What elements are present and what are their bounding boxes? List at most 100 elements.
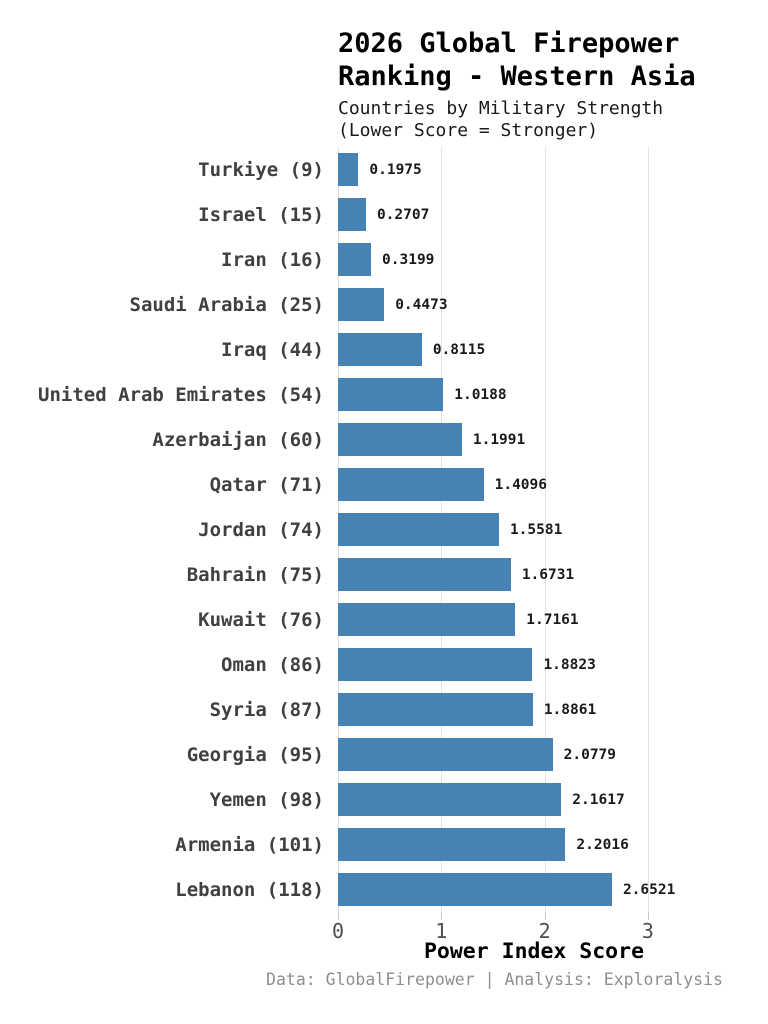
bar [338,648,533,681]
country-label: Syria (87) [209,698,324,721]
bar-row: Syria (87) 1.8861 [0,687,768,732]
chart-header: 2026 Global Firepower Ranking - Western … [338,27,696,142]
bar-row: Bahrain (75) 1.6731 [0,552,768,597]
country-label: Lebanon (118) [175,878,324,901]
bar-row: Armenia (101) 2.2016 [0,822,768,867]
bar-row: Qatar (71) 1.4096 [0,462,768,507]
bar-row: Yemen (98) 2.1617 [0,777,768,822]
x-tick-label: 2 [538,919,551,943]
bar-value-label: 1.8823 [543,656,596,673]
gridline [647,147,649,912]
chart-subtitle: Countries by Military Strength (Lower Sc… [338,98,696,142]
bar [338,558,511,591]
bar-track: 0.8115 [338,333,768,366]
bar [338,198,366,231]
bar-value-label: 2.6521 [622,881,676,898]
bar-track: 0.2707 [338,198,768,231]
bar-value-label: 0.2707 [376,206,430,223]
country-label: Kuwait (76) [198,608,324,631]
bar-track: 2.6521 [338,873,768,906]
country-label: Bahrain (75) [186,563,324,586]
chart-subtitle-line-1: Countries by Military Strength [338,98,664,119]
bar-value-label: 1.1991 [472,431,526,448]
country-label: Oman (86) [221,653,324,676]
country-label: Yemen (98) [209,788,324,811]
bar-value-label: 0.8115 [432,341,486,358]
chart-title-line-2: Ranking - Western Asia [338,61,696,92]
country-label: Azerbaijan (60) [152,428,324,451]
bar-value-label: 2.2016 [576,836,629,853]
country-label: United Arab Emirates (54) [38,383,324,406]
bar [338,378,444,411]
x-tick-label: 1 [435,919,448,943]
bar-value-label: 0.3199 [382,251,435,268]
bar [338,468,484,501]
bar-track: 2.1617 [338,783,768,816]
bar-track: 1.6731 [338,558,768,591]
bar-value-label: 2.0779 [563,746,617,763]
tick-mark [647,912,649,920]
bar [338,288,385,321]
bar [338,333,422,366]
bar-track: 1.4096 [338,468,768,501]
bar-row: Azerbaijan (60) 1.1991 [0,417,768,462]
plot-area: Turkiye (9) 0.1975 Israel (15) 0.2707 Ir… [0,147,768,920]
tick-mark [544,912,546,920]
bar-track: 1.8861 [338,693,768,726]
bar-row: Lebanon (118) 2.6521 [0,867,768,912]
country-label: Saudi Arabia (25) [129,293,324,316]
bar [338,783,562,816]
bar-track: 0.1975 [338,153,768,186]
bar [338,423,462,456]
bar-row: Jordan (74) 1.5581 [0,507,768,552]
bar-track: 1.7161 [338,603,768,636]
attribution-footer: Data: GlobalFirepower | Analysis: Explor… [266,970,723,989]
bar [338,513,499,546]
gridline [544,147,546,912]
bar-value-label: 1.6731 [521,566,575,583]
chart-subtitle-line-2: (Lower Score = Stronger) [338,120,599,141]
bar [338,873,612,906]
bar [338,153,359,186]
x-tick-label: 0 [331,919,345,943]
bar-value-label: 1.7161 [526,611,579,628]
country-label: Georgia (95) [186,743,324,766]
bar-value-label: 1.5581 [509,521,563,538]
tick-mark [441,912,443,920]
bar [338,828,566,861]
bar-value-label: 1.8861 [543,701,597,718]
bar-value-label: 1.4096 [494,476,547,493]
country-label: Iran (16) [221,248,324,271]
bar-row: Iran (16) 0.3199 [0,237,768,282]
bar-row: Israel (15) 0.2707 [0,192,768,237]
bar-value-label: 1.0188 [454,386,507,403]
country-label: Armenia (101) [175,833,324,856]
bar-track: 2.2016 [338,828,768,861]
country-label: Qatar (71) [209,473,324,496]
bar-row: Kuwait (76) 1.7161 [0,597,768,642]
bar-value-label: 0.4473 [395,296,448,313]
bar-track: 0.3199 [338,243,768,276]
bar [338,693,533,726]
x-axis-label: Power Index Score [423,939,645,964]
bar-row: Oman (86) 1.8823 [0,642,768,687]
bar-track: 1.5581 [338,513,768,546]
country-label: Turkiye (9) [198,158,324,181]
bar-row: United Arab Emirates (54) 1.0188 [0,372,768,417]
bar-row: Georgia (95) 2.0779 [0,732,768,777]
bar-track: 2.0779 [338,738,768,771]
country-label: Israel (15) [198,203,324,226]
bar-row: Saudi Arabia (25) 0.4473 [0,282,768,327]
bar [338,738,553,771]
bar-track: 1.0188 [338,378,768,411]
country-label: Jordan (74) [198,518,324,541]
x-tick-label: 3 [641,919,654,943]
bar-rows: Turkiye (9) 0.1975 Israel (15) 0.2707 Ir… [0,147,768,912]
country-label: Iraq (44) [221,338,324,361]
bar-value-label: 0.1975 [369,161,422,178]
tick-mark [338,912,339,920]
bar-track: 1.1991 [338,423,768,456]
bar-track: 1.8823 [338,648,768,681]
chart-title-line-1: 2026 Global Firepower [338,28,680,59]
